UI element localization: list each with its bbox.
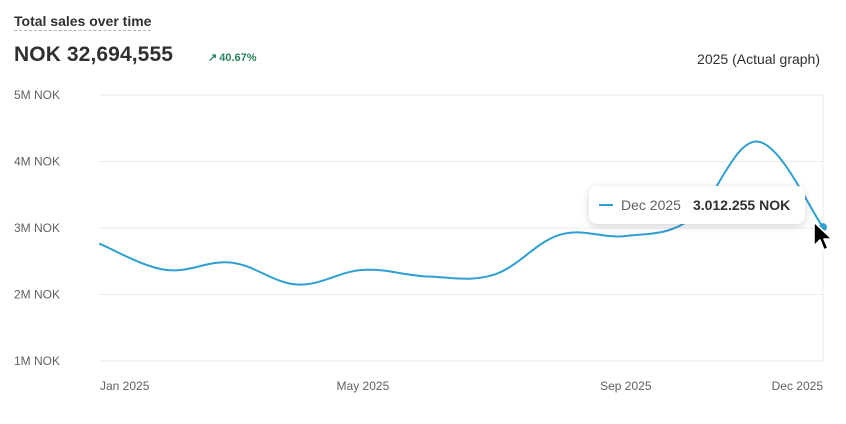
y-tick-label: 5M NOK <box>14 88 60 102</box>
y-tick-label: 2M NOK <box>14 288 60 302</box>
x-tick-label: Jan 2025 <box>100 379 150 393</box>
chart-title: Total sales over time <box>14 13 152 31</box>
arrow-up-right-icon: ↗ <box>208 52 218 64</box>
mouse-pointer-icon <box>813 221 833 251</box>
x-axis-ticks: Jan 2025 May 2025 Sep 2025 Dec 2025 <box>100 379 823 393</box>
total-sales-value: NOK 32,694,555 <box>14 43 174 66</box>
y-tick-label: 4M NOK <box>14 155 60 169</box>
grid-lines <box>100 94 824 362</box>
x-tick-label: Sep 2025 <box>600 379 652 393</box>
series-legend[interactable]: 2025 (Actual graph) <box>697 51 820 67</box>
change-percent: 40.67% <box>219 51 257 64</box>
y-tick-label: 3M NOK <box>14 221 60 235</box>
chart-tooltip: Dec 2025 3.012.255 NOK <box>589 186 805 224</box>
y-tick-label: 1M NOK <box>14 354 60 368</box>
x-tick-label: May 2025 <box>337 379 390 393</box>
change-badge: ↗ 40.67% <box>208 51 257 65</box>
tooltip-series-swatch <box>599 204 613 206</box>
tooltip-label: Dec 2025 <box>621 197 681 213</box>
y-axis-ticks: 5M NOK 4M NOK 3M NOK 2M NOK 1M NOK <box>14 88 60 368</box>
x-tick-label: Dec 2025 <box>772 379 824 393</box>
tooltip-value: 3.012.255 NOK <box>692 197 791 213</box>
